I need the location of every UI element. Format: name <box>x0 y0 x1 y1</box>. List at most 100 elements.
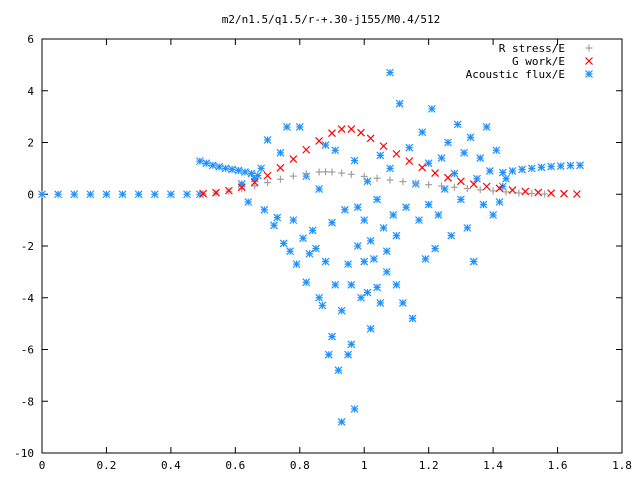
data-point <box>366 236 375 245</box>
y-tick-label: -2 <box>21 240 34 253</box>
data-point <box>502 188 510 196</box>
data-point <box>350 405 359 413</box>
data-point <box>363 288 372 297</box>
legend-label: Acoustic flux/E <box>466 68 565 81</box>
data-point <box>386 68 394 77</box>
data-point <box>498 168 507 177</box>
data-point <box>518 165 527 174</box>
data-point <box>360 172 368 180</box>
data-point <box>70 190 79 199</box>
data-point <box>257 164 266 173</box>
data-point <box>208 161 217 170</box>
data-point <box>318 301 327 310</box>
data-point <box>425 181 433 189</box>
data-point <box>38 190 46 199</box>
data-point <box>508 167 517 175</box>
data-point <box>166 190 175 199</box>
data-point <box>212 188 220 197</box>
data-point <box>183 190 191 199</box>
data-point <box>560 189 568 198</box>
data-point <box>408 314 417 323</box>
data-point <box>485 167 494 175</box>
data-point <box>476 154 485 162</box>
data-point <box>541 190 549 198</box>
data-point <box>322 168 330 176</box>
data-point <box>337 306 346 315</box>
data-point <box>399 178 407 186</box>
y-tick-label: -6 <box>21 344 34 357</box>
data-point <box>328 332 336 341</box>
data-point <box>492 146 501 155</box>
data-point <box>54 190 63 199</box>
data-point <box>86 190 95 199</box>
data-point <box>292 260 301 269</box>
data-point <box>382 267 391 276</box>
data-point <box>251 182 259 190</box>
data-point <box>366 324 375 333</box>
data-point <box>357 293 365 302</box>
data-point <box>392 280 401 289</box>
data-point <box>263 171 272 180</box>
data-point <box>363 177 372 186</box>
data-point <box>376 299 385 307</box>
x-tick-label: 1.8 <box>612 459 632 472</box>
data-point <box>338 169 346 177</box>
data-point <box>302 170 310 178</box>
data-point <box>444 138 452 147</box>
legend-label: G work/E <box>512 55 565 68</box>
data-point <box>350 156 359 165</box>
data-point <box>221 164 230 173</box>
data-point <box>521 187 530 196</box>
y-tick-label: -10 <box>14 447 34 460</box>
data-point <box>260 205 269 214</box>
data-point <box>344 350 353 359</box>
x-tick-label: 0.8 <box>290 459 310 472</box>
data-point <box>276 163 285 172</box>
data-point <box>431 244 440 253</box>
data-point <box>315 185 324 193</box>
data-point <box>366 134 375 143</box>
data-point <box>412 179 420 187</box>
data-point <box>315 293 324 302</box>
data-point <box>150 190 159 199</box>
data-point <box>315 137 324 145</box>
data-point <box>379 223 388 232</box>
data-point <box>134 190 143 199</box>
data-point <box>328 218 336 227</box>
data-point <box>447 231 456 240</box>
data-point <box>476 186 484 194</box>
data-point <box>311 244 320 253</box>
data-point <box>279 239 288 248</box>
data-point <box>450 169 459 178</box>
y-tick-label: 0 <box>27 188 34 201</box>
data-point <box>276 175 284 183</box>
chart-title: m2/n1.5/q1.5/r-+.30-j155/M0.4/512 <box>222 13 441 26</box>
y-tick-label: 4 <box>27 85 34 98</box>
data-point <box>392 149 401 158</box>
data-point <box>286 247 295 256</box>
data-point <box>224 186 233 195</box>
data-point <box>547 189 556 198</box>
data-point <box>360 216 369 225</box>
data-point <box>263 135 272 144</box>
data-point <box>321 257 330 266</box>
y-tick-label: -8 <box>21 395 34 408</box>
data-point <box>373 174 381 182</box>
data-point <box>418 128 427 137</box>
data-point <box>215 162 224 171</box>
data-point <box>502 174 510 183</box>
data-point <box>302 145 311 154</box>
data-point <box>453 120 462 129</box>
data-point <box>508 186 517 195</box>
data-point <box>386 164 394 173</box>
y-tick-label: 6 <box>27 33 34 46</box>
data-point <box>347 125 356 133</box>
data-point <box>434 211 443 219</box>
data-point <box>495 184 504 193</box>
data-point <box>299 234 307 243</box>
x-tick-label: 0 <box>39 459 46 472</box>
data-point <box>489 211 498 219</box>
data-point <box>572 190 581 198</box>
y-tick-label: -4 <box>21 292 35 305</box>
data-point <box>337 418 346 426</box>
